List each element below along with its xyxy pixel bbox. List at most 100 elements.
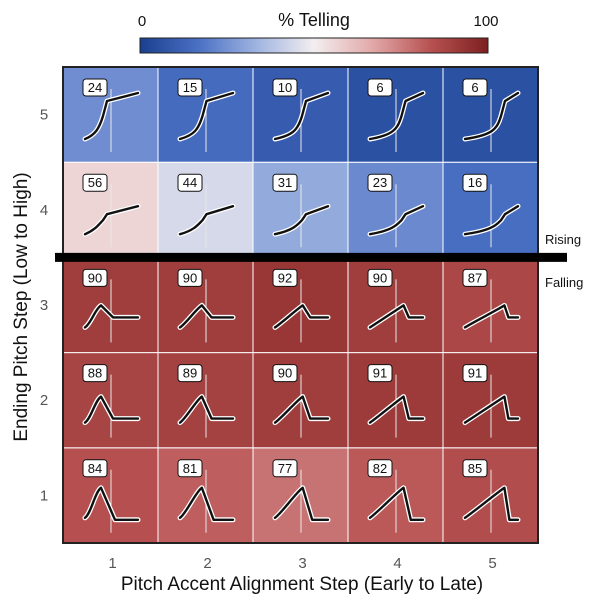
value-box bbox=[177, 268, 203, 287]
heatmap-cell: 82 bbox=[347, 447, 444, 544]
heatmap-cell: 77 bbox=[252, 447, 349, 544]
value-box bbox=[82, 364, 108, 383]
heatmap-cell: 16 bbox=[442, 161, 539, 258]
value-box bbox=[177, 78, 203, 97]
heatmap-cell: 15 bbox=[157, 66, 254, 163]
cell-value-label: 6 bbox=[471, 80, 478, 95]
y-tick-label: 5 bbox=[40, 107, 48, 124]
contour-line bbox=[463, 304, 520, 329]
heatmap-cell: 92 bbox=[252, 256, 349, 354]
value-box bbox=[177, 459, 203, 478]
heatmap-cell: 24 bbox=[62, 66, 159, 163]
x-tick-label: 1 bbox=[108, 555, 116, 572]
value-box bbox=[177, 173, 203, 192]
heatmap-cell: 84 bbox=[62, 447, 159, 544]
heatmap-cell: 31 bbox=[252, 161, 349, 258]
value-box bbox=[82, 268, 108, 287]
contour-line bbox=[273, 91, 330, 141]
cell-value-label: 23 bbox=[373, 175, 387, 190]
cell-value-label: 90 bbox=[88, 270, 102, 285]
heatmap-cell: 90 bbox=[347, 256, 444, 354]
value-box bbox=[177, 364, 203, 383]
x-tick-label: 5 bbox=[488, 555, 496, 572]
x-tick-label: 4 bbox=[393, 555, 401, 572]
heatmap-cell: 6 bbox=[442, 66, 539, 163]
y-tick-label: 3 bbox=[40, 297, 48, 314]
falling-label: Falling bbox=[545, 275, 583, 290]
cell-value-label: 89 bbox=[183, 366, 197, 381]
value-box bbox=[82, 173, 108, 192]
heatmap-cell: 90 bbox=[62, 256, 159, 354]
cell-value-label: 81 bbox=[183, 461, 197, 476]
value-box bbox=[82, 78, 108, 97]
value-box bbox=[272, 459, 298, 478]
x-axis-title: Pitch Accent Alignment Step (Early to La… bbox=[121, 574, 483, 595]
heatmap-cell: 23 bbox=[347, 161, 444, 258]
colorbar: % Telling 0 100 bbox=[138, 10, 499, 54]
heatmap-cell: 91 bbox=[442, 352, 539, 449]
contour-line bbox=[178, 304, 235, 329]
cell-value-label: 31 bbox=[278, 175, 292, 190]
value-box bbox=[367, 173, 393, 192]
cell-value-label: 91 bbox=[468, 366, 482, 381]
value-box bbox=[272, 268, 298, 287]
heatmap-cell: 91 bbox=[347, 352, 444, 449]
heatmap-cell: 44 bbox=[157, 161, 254, 258]
cell-value-label: 77 bbox=[278, 461, 292, 476]
contour-line bbox=[463, 486, 520, 521]
heatmap-cell: 56 bbox=[62, 161, 159, 258]
cell-value-label: 10 bbox=[278, 80, 292, 95]
heatmap-cell: 88 bbox=[62, 352, 159, 449]
cell-value-label: 82 bbox=[373, 461, 387, 476]
value-box bbox=[462, 173, 488, 192]
contour-line bbox=[178, 486, 235, 521]
rising-label: Rising bbox=[545, 232, 581, 247]
y-axis-title: Ending Pitch Step (Low to High) bbox=[11, 172, 32, 441]
cell-value-label: 88 bbox=[88, 366, 102, 381]
contour-line bbox=[178, 395, 235, 424]
y-tick-labels: 1 2 3 4 5 bbox=[40, 107, 48, 505]
cell-value-label: 90 bbox=[373, 270, 387, 285]
heatmap-cell: 10 bbox=[252, 66, 349, 163]
colorbar-max-label: 100 bbox=[473, 13, 498, 30]
contour-line bbox=[368, 205, 425, 236]
cell-value-label: 24 bbox=[88, 80, 102, 95]
cell-value-label: 85 bbox=[468, 461, 482, 476]
heatmap-cell: 87 bbox=[442, 256, 539, 354]
x-tick-label: 2 bbox=[203, 555, 211, 572]
value-box bbox=[272, 78, 298, 97]
value-box bbox=[272, 364, 298, 383]
cell-value-label: 6 bbox=[376, 80, 383, 95]
colorbar-min-label: 0 bbox=[138, 13, 146, 30]
value-box bbox=[82, 459, 108, 478]
heatmap-border bbox=[62, 66, 539, 544]
cell-value-label: 92 bbox=[278, 270, 292, 285]
value-box bbox=[272, 173, 298, 192]
contour-line bbox=[83, 395, 140, 424]
contour-line bbox=[368, 91, 425, 141]
contour-line bbox=[273, 205, 330, 236]
colorbar-title: % Telling bbox=[278, 10, 350, 30]
cell-value-label: 16 bbox=[468, 175, 482, 190]
heatmap-cell: 6 bbox=[347, 66, 444, 163]
contour-line bbox=[83, 205, 140, 236]
value-box bbox=[462, 78, 488, 97]
contour-line bbox=[273, 304, 330, 329]
cell-value-label: 56 bbox=[88, 175, 102, 190]
heatmap-cell: 89 bbox=[157, 352, 254, 449]
y-tick-label: 4 bbox=[40, 202, 48, 219]
colorbar-bar bbox=[139, 37, 489, 54]
heatmap-cell: 81 bbox=[157, 447, 254, 544]
contour-line bbox=[273, 486, 330, 521]
cell-value-label: 91 bbox=[373, 366, 387, 381]
contour-line bbox=[463, 205, 520, 236]
contour-line bbox=[83, 91, 140, 141]
contour-line bbox=[178, 205, 235, 236]
value-box bbox=[462, 268, 488, 287]
value-box bbox=[367, 268, 393, 287]
contour-line bbox=[273, 395, 330, 424]
cell-value-label: 87 bbox=[468, 270, 482, 285]
contour-line bbox=[463, 91, 520, 141]
heatmap-cell: 90 bbox=[157, 256, 254, 354]
